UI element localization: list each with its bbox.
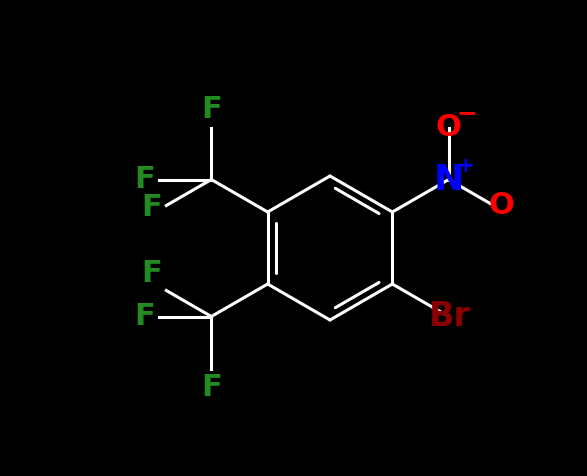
- Text: F: F: [201, 373, 222, 401]
- Text: Br: Br: [429, 299, 470, 333]
- Text: F: F: [141, 193, 163, 222]
- Text: O: O: [489, 191, 515, 220]
- Text: F: F: [134, 302, 156, 331]
- Text: +: +: [457, 157, 474, 177]
- Text: O: O: [436, 113, 461, 142]
- Text: −: −: [456, 101, 477, 126]
- Text: F: F: [134, 165, 156, 194]
- Text: N: N: [433, 162, 464, 197]
- Text: F: F: [141, 259, 163, 288]
- Text: F: F: [201, 95, 222, 123]
